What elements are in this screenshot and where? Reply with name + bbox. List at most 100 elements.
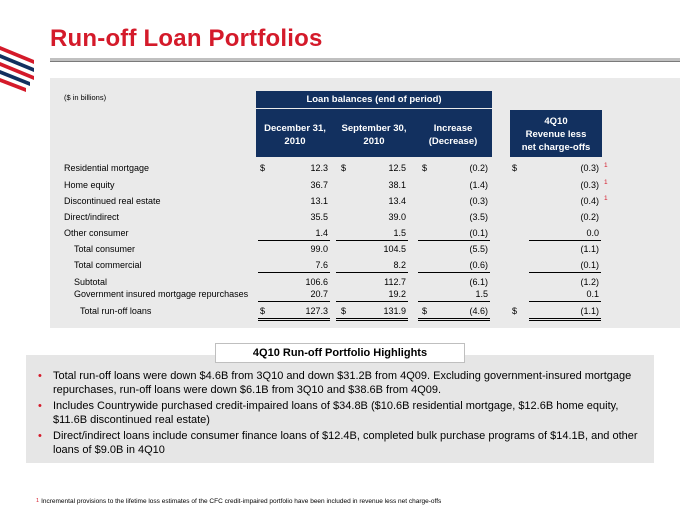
cell-rev: (1.1) bbox=[580, 306, 599, 316]
cell-dec: 13.1 bbox=[310, 196, 328, 206]
subtotal-rule bbox=[418, 272, 490, 273]
currency-symbol: $ bbox=[422, 163, 428, 173]
cell-sep: 38.1 bbox=[388, 180, 406, 190]
cell-sep: 1.5 bbox=[393, 228, 406, 238]
cell-chg: (1.4) bbox=[469, 180, 488, 190]
highlight-text: Includes Countrywide purchased credit-im… bbox=[53, 400, 619, 426]
footnote-text: Incremental provisions to the lifetime l… bbox=[41, 498, 442, 505]
total-double-rule bbox=[529, 320, 601, 321]
cell-dec: 36.7 bbox=[310, 180, 328, 190]
subtotal-rule bbox=[258, 240, 330, 241]
subtotal-rule bbox=[418, 301, 490, 302]
currency-symbol: $ bbox=[341, 306, 347, 316]
cell-chg: (0.2) bbox=[469, 163, 488, 173]
total-double-rule bbox=[258, 320, 330, 321]
currency-symbol: $ bbox=[341, 163, 347, 173]
row-label: Direct/indirect bbox=[64, 212, 120, 222]
currency-symbol: $ bbox=[260, 306, 266, 316]
revenue-header-line1: 4Q10 bbox=[544, 116, 568, 127]
highlight-text: Direct/indirect loans include consumer f… bbox=[53, 430, 638, 456]
currency-symbol: $ bbox=[512, 163, 518, 173]
subtotal-rule bbox=[258, 272, 330, 273]
page-title: Run-off Loan Portfolios bbox=[50, 25, 323, 52]
cell-dec: 127.3 bbox=[305, 306, 328, 316]
total-double-rule bbox=[418, 320, 490, 321]
subtotal-rule bbox=[336, 272, 408, 273]
bullet-dot-icon: • bbox=[38, 400, 42, 412]
footnote-marker: 1 bbox=[36, 498, 40, 504]
bullet-dot-icon: • bbox=[38, 430, 42, 442]
cell-rev: (0.2) bbox=[580, 212, 599, 222]
cell-rev: (0.1) bbox=[580, 260, 599, 270]
cell-sep: 112.7 bbox=[384, 277, 406, 287]
cell-rev: 0.1 bbox=[586, 289, 599, 299]
row-label: Home equity bbox=[64, 180, 115, 190]
bullet-dot-icon: • bbox=[38, 370, 42, 382]
highlight-text: Total run-off loans were down $4.6B from… bbox=[53, 370, 632, 396]
cell-chg: 1.5 bbox=[475, 289, 488, 299]
highlight-bullet: • Total run-off loans were down $4.6B fr… bbox=[38, 369, 648, 397]
total-double-rule bbox=[418, 318, 490, 319]
cell-chg: (0.6) bbox=[469, 260, 488, 270]
loan-balances-header: Loan balances (end of period) bbox=[256, 91, 492, 108]
row-label: Total run-off loans bbox=[80, 306, 152, 316]
highlight-bullet: • Includes Countrywide purchased credit-… bbox=[38, 399, 648, 427]
subtotal-rule bbox=[529, 272, 601, 273]
title-divider bbox=[50, 58, 680, 61]
column-header-band bbox=[256, 109, 492, 157]
column-header-dec: December 31, 2010 bbox=[256, 122, 334, 148]
column-header-sep: September 30, 2010 bbox=[334, 122, 414, 148]
column-header-dec-line2: 2010 bbox=[284, 136, 306, 147]
highlight-bullet: • Direct/indirect loans include consumer… bbox=[38, 429, 648, 457]
subtotal-rule bbox=[529, 240, 601, 241]
row-label: Other consumer bbox=[64, 228, 129, 238]
column-header-dec-line1: December 31, bbox=[264, 123, 326, 134]
cell-dec: 99.0 bbox=[310, 244, 328, 254]
cell-dec: 20.7 bbox=[310, 289, 328, 299]
cell-sep: 8.2 bbox=[393, 260, 406, 270]
column-header-sep-line1: September 30, bbox=[341, 123, 407, 134]
cell-dec: 106.6 bbox=[305, 277, 328, 287]
cell-rev: (0.4) bbox=[580, 196, 599, 206]
revenue-header-line3: net charge-offs bbox=[521, 142, 591, 153]
footnote-ref: 1 bbox=[604, 179, 608, 186]
title-divider-dark bbox=[50, 61, 680, 62]
cell-sep: 104.5 bbox=[383, 244, 406, 254]
subtotal-rule bbox=[258, 301, 330, 302]
cell-chg: (3.5) bbox=[469, 212, 488, 222]
cell-rev: 0.0 bbox=[586, 228, 599, 238]
currency-symbol: $ bbox=[260, 163, 266, 173]
column-header-change-line2: (Decrease) bbox=[428, 136, 478, 147]
row-label: Discontinued real estate bbox=[64, 196, 161, 206]
revenue-header-text: 4Q10 Revenue less net charge-offs bbox=[510, 115, 602, 154]
bank-logo-icon bbox=[0, 46, 34, 92]
cell-sep: 13.4 bbox=[388, 196, 406, 206]
highlights-title: 4Q10 Run-off Portfolio Highlights bbox=[215, 343, 465, 363]
cell-rev: (0.3) bbox=[580, 163, 599, 173]
row-label: Subtotal bbox=[74, 277, 108, 287]
footnote-ref: 1 bbox=[604, 195, 608, 202]
total-double-rule bbox=[529, 318, 601, 319]
subtotal-rule bbox=[336, 301, 408, 302]
cell-sep: 39.0 bbox=[388, 212, 406, 222]
cell-dec: 1.4 bbox=[315, 228, 328, 238]
row-label: Total consumer bbox=[74, 244, 136, 254]
total-double-rule bbox=[336, 318, 408, 319]
column-header-sep-line2: 2010 bbox=[363, 136, 385, 147]
footnote: 1 Incremental provisions to the lifetime … bbox=[36, 498, 441, 505]
row-label: Residential mortgage bbox=[64, 163, 150, 173]
cell-sep: 12.5 bbox=[388, 163, 406, 173]
subtotal-rule bbox=[336, 240, 408, 241]
cell-dec: 7.6 bbox=[315, 260, 328, 270]
revenue-header: 4Q10 Revenue less net charge-offs bbox=[510, 110, 602, 157]
cell-chg: (0.1) bbox=[469, 228, 488, 238]
cell-rev: (1.2) bbox=[580, 277, 599, 287]
subtotal-rule bbox=[418, 240, 490, 241]
cell-dec: 12.3 bbox=[310, 163, 328, 173]
cell-rev: (1.1) bbox=[580, 244, 599, 254]
cell-chg: (0.3) bbox=[469, 196, 488, 206]
cell-sep: 19.2 bbox=[388, 289, 406, 299]
column-header-change: Increase (Decrease) bbox=[414, 122, 492, 148]
column-header-change-line1: Increase bbox=[433, 123, 473, 134]
currency-symbol: $ bbox=[422, 306, 428, 316]
